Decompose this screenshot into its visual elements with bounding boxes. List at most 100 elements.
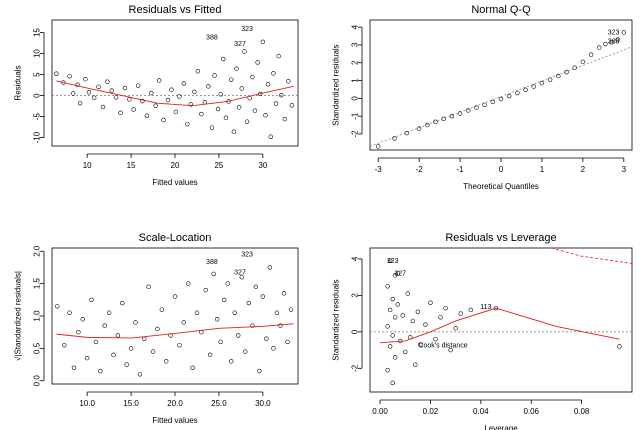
- y-axis-label: √|Standardized residuals|: [14, 271, 23, 361]
- point-label: 388: [608, 38, 620, 45]
- x-tick-label: 30.0: [255, 399, 271, 408]
- data-point: [276, 53, 281, 59]
- data-point: [185, 121, 190, 127]
- data-point: [209, 125, 215, 130]
- data-point: [190, 365, 195, 371]
- x-tick-label: 10.0: [79, 399, 95, 408]
- data-point: [214, 317, 220, 322]
- x-tick-label: 0.00: [372, 407, 388, 416]
- data-point: [246, 300, 252, 306]
- data-point: [490, 99, 496, 105]
- x-tick-label: 3: [622, 165, 627, 174]
- data-point: [177, 94, 182, 99]
- plot-frame: [51, 247, 299, 385]
- data-point: [137, 372, 143, 377]
- y-tick-label: 4: [351, 24, 360, 29]
- data-point: [250, 74, 255, 80]
- smoother-line: [380, 307, 620, 344]
- x-axis-label: Theoretical Quantiles: [463, 182, 539, 191]
- data-point: [86, 90, 92, 95]
- data-point: [279, 92, 284, 98]
- data-point: [404, 130, 410, 136]
- data-point: [188, 102, 194, 107]
- data-point: [115, 333, 121, 338]
- data-point: [597, 45, 602, 50]
- data-point: [222, 297, 227, 303]
- point-label: 323: [241, 251, 253, 258]
- data-point: [385, 284, 390, 289]
- y-tick-label: 1.0: [33, 310, 42, 322]
- point-label: 327: [234, 270, 246, 277]
- x-tick-label: -1: [457, 165, 465, 174]
- data-point: [448, 347, 453, 353]
- data-point: [281, 291, 287, 296]
- data-point: [89, 297, 94, 303]
- chart-title: Residuals vs Fitted: [129, 4, 222, 16]
- y-tick-label: 15: [33, 28, 42, 37]
- data-point: [392, 355, 398, 360]
- data-point: [161, 117, 166, 123]
- x-tick-label: -2: [416, 165, 424, 174]
- x-axis-label: Leverage: [484, 424, 518, 430]
- data-point: [229, 77, 234, 82]
- plot-frame: [369, 247, 633, 393]
- y-tick-label: 5: [33, 72, 42, 77]
- data-point: [109, 88, 114, 93]
- data-point: [564, 69, 569, 75]
- data-point: [229, 359, 234, 364]
- data-point: [278, 323, 283, 328]
- data-point: [449, 113, 455, 119]
- data-point: [236, 105, 242, 110]
- data-point: [102, 323, 107, 328]
- data-point: [128, 346, 134, 351]
- data-point: [433, 119, 438, 125]
- data-point: [144, 113, 150, 118]
- data-point: [572, 65, 577, 70]
- data-point: [203, 287, 208, 293]
- data-point: [181, 81, 186, 86]
- data-point: [387, 258, 393, 263]
- data-point: [493, 305, 499, 311]
- data-point: [250, 323, 255, 328]
- data-point: [194, 310, 200, 315]
- data-point: [375, 144, 381, 149]
- data-point: [474, 105, 479, 110]
- x-tick-label: 10: [83, 161, 92, 170]
- x-tick-label: 25: [214, 161, 223, 170]
- data-point: [271, 71, 276, 76]
- data-point: [274, 310, 280, 315]
- data-point: [416, 126, 422, 131]
- data-point: [231, 129, 237, 134]
- data-point: [410, 318, 416, 324]
- x-tick-label: 0.08: [574, 407, 590, 416]
- data-point: [127, 97, 132, 102]
- data-point: [458, 311, 463, 316]
- data-point: [142, 336, 147, 341]
- x-tick-label: 20.0: [167, 399, 183, 408]
- data-layer: [370, 30, 632, 149]
- data-point: [93, 339, 99, 345]
- data-point: [62, 342, 67, 348]
- x-tick-label: 25.0: [211, 399, 227, 408]
- data-point: [133, 320, 138, 325]
- data-point: [207, 352, 213, 358]
- data-point: [443, 305, 448, 311]
- data-point: [482, 102, 487, 107]
- data-point: [225, 281, 230, 286]
- data-point: [80, 317, 85, 322]
- data-point: [453, 326, 458, 331]
- data-point: [271, 346, 276, 351]
- data-point: [124, 362, 129, 367]
- data-point: [177, 342, 182, 348]
- data-point: [466, 108, 471, 113]
- data-point: [441, 116, 446, 122]
- point-label: 388: [206, 259, 218, 266]
- data-point: [609, 40, 614, 45]
- data-point: [588, 52, 594, 57]
- data-point: [390, 296, 395, 302]
- y-tick-label: 2: [351, 293, 360, 298]
- data-point: [199, 111, 204, 117]
- smoother-line: [56, 323, 294, 339]
- x-tick-label: 0.02: [423, 407, 439, 416]
